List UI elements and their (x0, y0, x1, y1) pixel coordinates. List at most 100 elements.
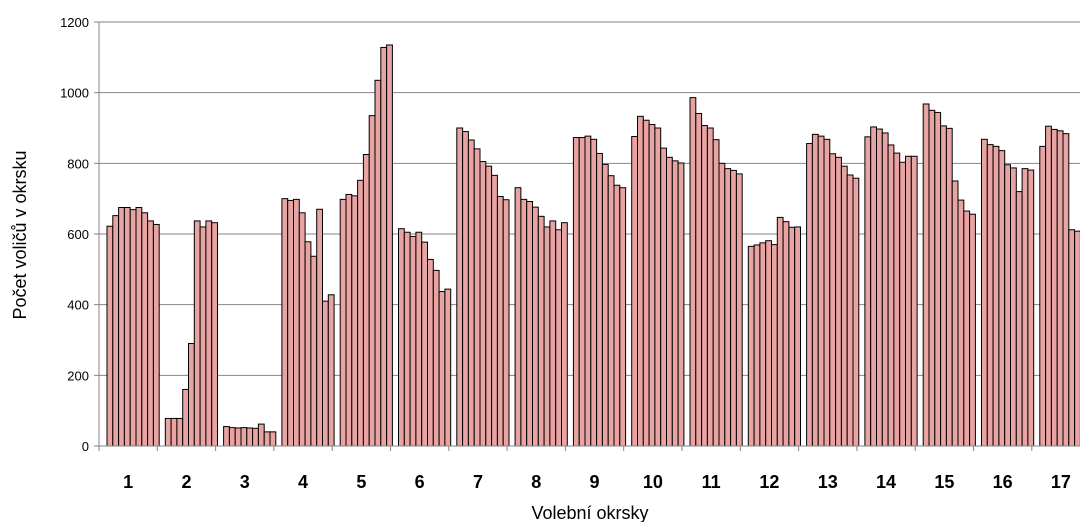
bar (712, 139, 720, 447)
y-tick-label: 600 (67, 227, 89, 242)
y-tick-label: 200 (67, 368, 89, 383)
bar (345, 193, 353, 447)
bar (637, 115, 644, 447)
y-tick-label: 1000 (60, 86, 89, 101)
bar (846, 174, 854, 447)
bar (188, 343, 195, 447)
bar (1045, 125, 1052, 447)
bar (689, 97, 697, 447)
bar (496, 196, 504, 447)
bar (129, 209, 137, 447)
bar (1039, 145, 1047, 447)
x-tick-label: 9 (590, 472, 600, 492)
x-tick-label: 15 (934, 472, 954, 492)
bar (951, 180, 959, 447)
bar (753, 244, 761, 447)
bar (170, 417, 178, 447)
bar (164, 417, 172, 447)
bar (246, 427, 254, 447)
bar (1015, 191, 1023, 447)
bar (1062, 133, 1070, 447)
bar (986, 144, 994, 447)
bar (642, 119, 650, 447)
bar (491, 174, 498, 447)
bar (776, 216, 784, 447)
bar (555, 229, 563, 447)
x-tick-label: 6 (415, 472, 425, 492)
y-tick-label: 1200 (60, 15, 89, 30)
bar (240, 427, 248, 447)
bar (252, 427, 259, 447)
bar (438, 291, 446, 447)
bar (905, 155, 912, 447)
bar (368, 115, 376, 447)
bar (543, 226, 551, 447)
bar (421, 241, 429, 447)
bar (817, 135, 825, 447)
bar (671, 160, 679, 447)
bar (607, 175, 615, 447)
bar (374, 79, 382, 447)
bar (648, 123, 656, 447)
bar (1027, 169, 1035, 447)
bar (322, 300, 329, 447)
bar (514, 187, 522, 447)
bar (806, 143, 813, 447)
bar (957, 199, 965, 447)
bar (998, 150, 1006, 447)
bar (1074, 230, 1080, 447)
bar (1056, 130, 1064, 447)
bar (695, 113, 703, 447)
bar (928, 109, 936, 447)
bar (304, 241, 312, 447)
bar (526, 200, 534, 447)
bar (759, 242, 767, 447)
x-tick-label: 4 (298, 472, 308, 492)
bar (351, 195, 359, 447)
bar (257, 423, 265, 447)
bar (211, 222, 218, 447)
bar (613, 184, 621, 447)
bar (118, 207, 125, 447)
bar (747, 245, 755, 447)
bar (152, 223, 160, 447)
bar (479, 161, 487, 447)
bar (881, 132, 889, 447)
bar (141, 212, 149, 447)
bar (444, 288, 452, 447)
x-tick-label: 12 (759, 472, 779, 492)
bar (969, 213, 976, 447)
bar (234, 427, 242, 447)
bar (182, 388, 189, 447)
bar (876, 128, 883, 447)
bar (922, 103, 930, 447)
x-tick-label: 3 (240, 472, 250, 492)
bar (269, 431, 277, 447)
y-tick-label: 400 (67, 298, 89, 313)
bar (578, 137, 586, 447)
bar (631, 135, 639, 447)
bar (718, 162, 726, 447)
bar (339, 198, 347, 447)
x-axis-title: Volební okrsky (531, 503, 648, 522)
x-tick-label: 1 (123, 472, 133, 492)
bar (660, 147, 668, 447)
bar (835, 156, 842, 447)
bar (706, 127, 714, 447)
x-tick-label: 17 (1051, 472, 1071, 492)
bar (520, 198, 528, 447)
bar (537, 215, 545, 447)
bar (473, 148, 481, 447)
bar (1010, 167, 1017, 447)
bar (730, 169, 737, 447)
bar (549, 220, 557, 447)
bar (864, 136, 872, 447)
bar (432, 269, 440, 447)
bar (176, 417, 184, 447)
y-axis-ticks: 0 200 400 600 800 1000 1200 (60, 15, 99, 454)
x-tick-label: 10 (643, 472, 663, 492)
bar (590, 138, 598, 447)
bar (794, 226, 802, 447)
bar (840, 165, 848, 447)
